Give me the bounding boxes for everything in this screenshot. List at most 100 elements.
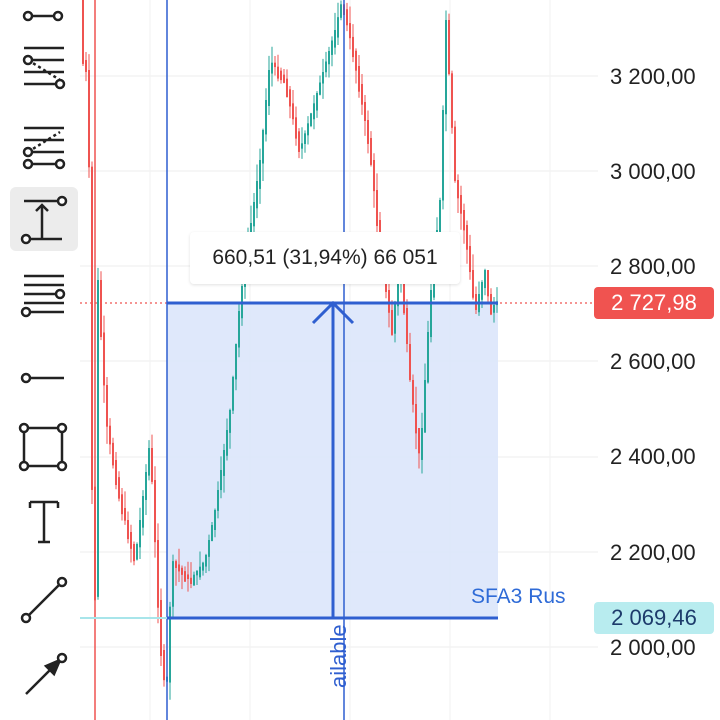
candle-body	[349, 23, 351, 39]
candle-body	[373, 160, 375, 192]
candle-body	[298, 131, 300, 152]
candle-body	[376, 190, 378, 227]
text-tool-button[interactable]	[10, 490, 78, 554]
candle-body	[286, 78, 288, 98]
candle-body	[127, 520, 129, 540]
candle-body	[211, 525, 213, 542]
candle-body	[271, 62, 273, 74]
candle-body	[253, 202, 255, 227]
pitchfork-tool-button[interactable]	[10, 0, 78, 38]
candle-body	[397, 277, 399, 307]
candle-body	[418, 428, 420, 454]
candle-body	[364, 102, 366, 121]
candle-body	[391, 310, 393, 335]
candle-body	[307, 123, 309, 136]
parallel-lines-button[interactable]	[10, 262, 78, 326]
price-axis[interactable]: 3 200,00 3 000,00 2 800,00 2 600,00 2 40…	[594, 0, 720, 720]
candle-body	[370, 138, 372, 165]
rectangle-button[interactable]	[10, 414, 78, 478]
candle-body	[403, 272, 405, 314]
candle-body	[148, 448, 150, 476]
candle-body	[103, 332, 105, 386]
text-tool-icon	[28, 500, 60, 544]
candle-body	[472, 270, 474, 298]
price-range-button[interactable]	[10, 187, 78, 251]
candle-body	[484, 270, 486, 289]
candle-body	[193, 574, 195, 586]
candle-body	[184, 571, 186, 582]
candle-body	[415, 404, 417, 434]
candle-body	[85, 60, 87, 72]
candle-body	[208, 540, 210, 557]
vertical-line-label: ailable	[326, 624, 351, 688]
candle-body	[199, 566, 201, 578]
candle-body	[142, 496, 144, 528]
candle-body	[358, 66, 360, 92]
candle-body	[82, 0, 84, 64]
candle-body	[145, 472, 147, 500]
candle-body	[409, 344, 411, 381]
fib-retracement-button[interactable]	[10, 34, 78, 98]
candle-body	[238, 311, 240, 348]
drawing-toolbar	[0, 0, 80, 720]
candle-body	[121, 494, 123, 515]
candle-body	[325, 61, 327, 73]
candle-body	[304, 133, 306, 145]
candle-body	[151, 448, 153, 482]
candle-body	[346, 9, 348, 26]
range-arrow-head	[311, 300, 355, 325]
trend-line-button[interactable]	[10, 566, 78, 630]
rectangle-icon	[18, 422, 68, 472]
candle-body	[295, 117, 297, 139]
candle-body	[160, 600, 162, 656]
price-tick-label: 2 600,00	[610, 349, 696, 374]
fib-retracement-icon	[22, 46, 66, 90]
pitchfork-tool-icon	[22, 10, 64, 22]
candle-body	[421, 428, 423, 460]
candle-body	[235, 344, 237, 380]
current-price-badge: 2 727,98	[594, 287, 714, 319]
candle-body	[493, 305, 495, 313]
candlestick-chart[interactable]	[80, 0, 598, 720]
candle-body	[463, 210, 465, 231]
candle-body	[424, 380, 426, 433]
candle-body	[223, 450, 225, 476]
level-price-badge: 2 069,46	[594, 602, 714, 634]
candle-body	[115, 460, 117, 486]
price-tick-label: 2 800,00	[610, 254, 696, 279]
candle-body	[274, 62, 276, 68]
candle-body	[109, 425, 111, 445]
candle-body	[217, 490, 219, 511]
candle-body	[124, 508, 126, 521]
trend-line-icon	[20, 576, 68, 624]
candle-body	[118, 477, 120, 499]
candle-body	[334, 30, 336, 48]
candle-body	[427, 332, 429, 383]
candle-body	[445, 20, 447, 115]
candle-body	[361, 84, 363, 105]
candle-body	[280, 70, 282, 81]
candle-body	[157, 540, 159, 608]
candle-body	[226, 430, 228, 456]
candle-body	[487, 270, 489, 297]
candle-body	[100, 280, 102, 337]
candle-body	[163, 650, 165, 681]
candle-body	[181, 567, 183, 575]
candle-body	[388, 290, 390, 313]
candle-body	[331, 40, 333, 55]
candle-body	[355, 50, 357, 71]
arrow-tool-button[interactable]	[10, 642, 78, 706]
price-chart-area[interactable]	[80, 0, 598, 720]
horizontal-ray-button[interactable]	[10, 340, 78, 404]
candle-body	[169, 606, 171, 683]
candle-body	[130, 532, 132, 549]
candle-body	[289, 89, 291, 107]
candle-body	[187, 574, 189, 580]
price-tick-label: 3 200,00	[610, 64, 696, 89]
candle-body	[268, 70, 270, 107]
fib-extension-button[interactable]	[10, 114, 78, 178]
horizontal-ray-icon	[20, 372, 64, 384]
candle-body	[412, 380, 414, 405]
candle-body	[481, 282, 483, 300]
candle-body	[229, 410, 231, 433]
